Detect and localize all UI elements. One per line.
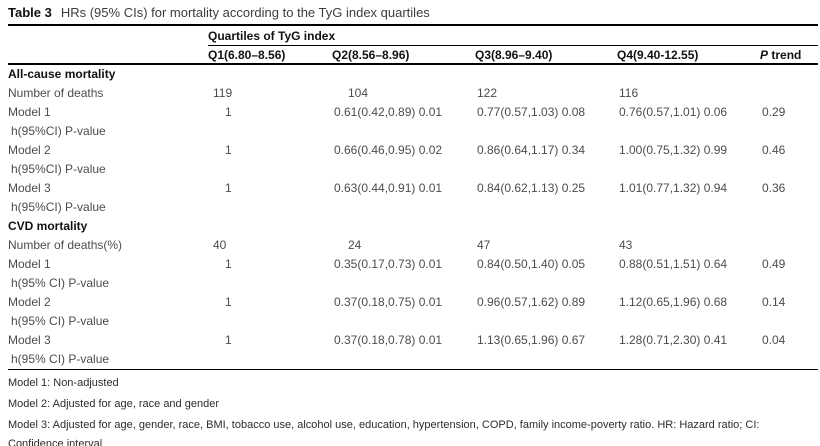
section-row: CVD mortality	[8, 217, 818, 236]
cell-q1: 1	[225, 181, 232, 195]
cell-q3: 0.84(0.50,1.40) 0.05	[477, 257, 586, 271]
sub-row: h(95%CI) P-value	[8, 122, 818, 141]
column-header-q2: Q2(8.56–8.96)	[332, 45, 475, 65]
sub-row: h(95%CI) P-value	[8, 198, 818, 217]
row-sublabel: h(95% CI) P-value	[11, 314, 110, 328]
cell-ptrend: 0.49	[762, 257, 786, 271]
table-caption: HRs (95% CIs) for mortality according to…	[60, 5, 430, 20]
cell-ptrend: 0.36	[762, 181, 786, 195]
table-row: Model 3 1 0.37(0.18,0.78) 0.01 1.13(0.65…	[8, 331, 818, 350]
cell-q1: 1	[225, 333, 232, 347]
section-header: All-cause mortality	[8, 67, 116, 81]
table-row: Model 2 1 0.37(0.18,0.75) 0.01 0.96(0.57…	[8, 293, 818, 312]
column-group-header: Quartiles of TyG index	[208, 26, 819, 46]
sub-row: h(95% CI) P-value	[8, 350, 819, 370]
cell-q4: 116	[619, 86, 639, 100]
row-label-column-header	[8, 45, 208, 65]
row-label: Model 2	[8, 295, 51, 309]
cell-ptrend: 0.46	[762, 143, 786, 157]
sub-row: h(95%CI) P-value	[8, 160, 818, 179]
footnote-model2: Model 2: Adjusted for age, race and gend…	[8, 398, 219, 410]
cell-q2: 0.37(0.18,0.75) 0.01	[334, 295, 443, 309]
cell-q2: 24	[348, 238, 362, 252]
cell-q2: 0.35(0.17,0.73) 0.01	[334, 257, 443, 271]
cell-q2: 104	[348, 86, 369, 100]
footnote-model1: Model 1: Non-adjusted	[8, 377, 119, 389]
table-number: Table 3	[8, 5, 52, 20]
footnote-model3: Model 3: Adjusted for age, gender, race,…	[8, 419, 760, 446]
ptrend-p: P	[760, 47, 769, 62]
cell-q1: 1	[225, 295, 232, 309]
table-row: Model 1 1 0.35(0.17,0.73) 0.01 0.84(0.50…	[8, 255, 818, 274]
sub-row: h(95% CI) P-value	[8, 274, 818, 293]
row-sublabel: h(95%CI) P-value	[11, 200, 106, 214]
section-row: All-cause mortality	[8, 64, 818, 84]
table-row: Model 2 1 0.66(0.46,0.95) 0.02 0.86(0.64…	[8, 141, 818, 160]
cell-q3: 1.13(0.65,1.96) 0.67	[477, 333, 586, 347]
cell-q1: 1	[225, 143, 232, 157]
row-label: Number of deaths(%)	[8, 238, 123, 252]
table-row: Model 1 1 0.61(0.42,0.89) 0.01 0.77(0.57…	[8, 103, 818, 122]
cell-q4: 0.76(0.57,1.01) 0.06	[619, 105, 728, 119]
cell-ptrend: 0.14	[762, 295, 786, 309]
cell-q1: 119	[213, 86, 233, 100]
table-row: Model 3 1 0.63(0.44,0.91) 0.01 0.84(0.62…	[8, 179, 818, 198]
cell-ptrend	[760, 84, 818, 103]
cell-q4: 1.01(0.77,1.32) 0.94	[619, 181, 728, 195]
column-header-ptrend: P trend	[760, 45, 819, 65]
cell-q1: 40	[213, 238, 227, 252]
cell-q3: 122	[477, 86, 498, 100]
row-label: Number of deaths	[8, 86, 104, 100]
table-title: Table 3 HRs (95% CIs) for mortality accor…	[8, 3, 818, 26]
cell-q3: 0.77(0.57,1.03) 0.08	[477, 105, 586, 119]
cell-q3: 47	[477, 238, 491, 252]
row-sublabel: h(95% CI) P-value	[11, 276, 110, 290]
row-label: Model 2	[8, 143, 51, 157]
row-label: Model 3	[8, 181, 51, 195]
cell-q2: 0.37(0.18,0.78) 0.01	[334, 333, 443, 347]
row-label: Model 3	[8, 333, 51, 347]
row-label: Model 1	[8, 105, 51, 119]
row-sublabel: h(95%CI) P-value	[11, 162, 106, 176]
cell-q4: 1.28(0.71,2.30) 0.41	[619, 333, 728, 347]
cell-q2: 0.63(0.44,0.91) 0.01	[334, 181, 443, 195]
column-header-q4: Q4(9.40-12.55)	[617, 45, 760, 65]
cell-ptrend	[760, 236, 818, 255]
table-row: Number of deaths(%) 40 24 47 43	[8, 236, 818, 255]
cell-ptrend: 0.29	[762, 105, 786, 119]
table-row: Number of deaths 119 104 122 116	[8, 84, 818, 103]
cell-q4: 1.12(0.65,1.96) 0.68	[619, 295, 728, 309]
row-label: Model 1	[8, 257, 51, 271]
cell-q3: 0.96(0.57,1.62) 0.89	[477, 295, 586, 309]
cell-q3: 0.86(0.64,1.17) 0.34	[477, 143, 586, 157]
ptrend-rest: trend	[771, 47, 802, 62]
cell-q3: 0.84(0.62,1.13) 0.25	[477, 181, 586, 195]
cell-q2: 0.61(0.42,0.89) 0.01	[334, 105, 443, 119]
column-header-row: Q1(6.80–8.56) Q2(8.56–8.96) Q3(8.96–9.40…	[8, 45, 819, 65]
empty-corner-cell	[8, 26, 208, 46]
row-sublabel: h(95% CI) P-value	[8, 350, 819, 370]
cell-q1: 1	[225, 257, 232, 271]
sub-row: h(95% CI) P-value	[8, 312, 818, 331]
cell-q4: 1.00(0.75,1.32) 0.99	[619, 143, 728, 157]
column-group-row: Quartiles of TyG index	[8, 26, 819, 46]
column-header-q1: Q1(6.80–8.56)	[208, 45, 332, 65]
cell-q2: 0.66(0.46,0.95) 0.02	[334, 143, 443, 157]
cell-q4: 43	[619, 238, 633, 252]
cell-ptrend: 0.04	[762, 333, 786, 347]
table-footnotes: Model 1: Non-adjusted Model 2: Adjusted …	[8, 370, 818, 446]
cell-q1: 1	[225, 105, 232, 119]
mortality-table: Quartiles of TyG index Q1(6.80–8.56) Q2(…	[8, 26, 819, 370]
section-header: CVD mortality	[8, 219, 88, 233]
cell-q4: 0.88(0.51,1.51) 0.64	[619, 257, 728, 271]
column-header-q3: Q3(8.96–9.40)	[475, 45, 617, 65]
row-sublabel: h(95%CI) P-value	[11, 124, 106, 138]
